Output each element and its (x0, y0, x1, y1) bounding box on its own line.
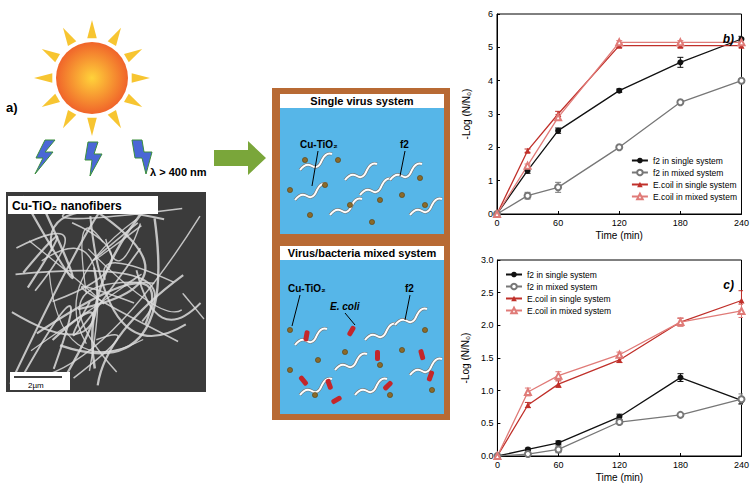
svg-text:0.0: 0.0 (481, 451, 494, 461)
svg-text:E.coil in single system: E.coil in single system (527, 294, 611, 304)
svg-text:60: 60 (553, 218, 563, 228)
svg-text:120: 120 (612, 460, 627, 470)
svg-text:3.0: 3.0 (481, 255, 494, 265)
svg-text:3: 3 (488, 109, 493, 119)
svg-text:E.coil in single system: E.coil in single system (653, 180, 737, 190)
svg-text:-Log (N/N₀): -Log (N/N₀) (461, 89, 472, 140)
svg-text:f2: f2 (400, 139, 409, 150)
svg-text:λ > 400 nm: λ > 400 nm (150, 166, 207, 178)
svg-text:E. coli: E. coli (330, 301, 360, 312)
svg-text:6: 6 (488, 9, 493, 19)
svg-text:60: 60 (553, 460, 563, 470)
svg-text:0: 0 (488, 209, 493, 219)
svg-text:c): c) (723, 278, 734, 292)
svg-text:1.5: 1.5 (481, 353, 494, 363)
svg-text:Cu-TiO₂: Cu-TiO₂ (288, 283, 326, 294)
svg-text:2.5: 2.5 (481, 288, 494, 298)
svg-text:120: 120 (612, 218, 627, 228)
svg-text:2: 2 (488, 142, 493, 152)
svg-text:f2 in single system: f2 in single system (653, 156, 723, 166)
svg-text:240: 240 (734, 460, 749, 470)
svg-text:1.0: 1.0 (481, 386, 494, 396)
svg-text:a): a) (6, 100, 18, 115)
svg-text:2µm: 2µm (28, 381, 44, 390)
svg-text:180: 180 (673, 218, 688, 228)
svg-text:b): b) (723, 32, 734, 46)
svg-text:Single virus system: Single virus system (310, 95, 414, 107)
svg-text:180: 180 (673, 460, 688, 470)
svg-text:f2 in mixed system: f2 in mixed system (527, 282, 597, 292)
svg-text:5: 5 (488, 42, 493, 52)
svg-text:Cu-TiO₂ nanofibers: Cu-TiO₂ nanofibers (12, 199, 122, 213)
svg-text:Time (min): Time (min) (596, 230, 643, 241)
svg-text:f2 in mixed system: f2 in mixed system (653, 168, 723, 178)
svg-text:f2: f2 (405, 283, 414, 294)
svg-text:240: 240 (734, 218, 749, 228)
svg-text:1: 1 (488, 176, 493, 186)
svg-text:E.coil in mixed system: E.coil in mixed system (527, 306, 611, 316)
svg-text:f2 in single system: f2 in single system (527, 270, 597, 280)
svg-text:E.coil in mixed system: E.coil in mixed system (653, 192, 737, 202)
svg-text:0: 0 (495, 460, 500, 470)
svg-text:Virus/bacteria mixed system: Virus/bacteria mixed system (288, 247, 437, 259)
svg-text:0.5: 0.5 (481, 418, 494, 428)
svg-text:0: 0 (494, 218, 499, 228)
svg-text:-Log (N/N₀): -Log (N/N₀) (460, 333, 471, 384)
svg-text:2.0: 2.0 (481, 320, 494, 330)
svg-text:Time (min): Time (min) (596, 472, 643, 483)
svg-text:Cu-TiO₂: Cu-TiO₂ (300, 139, 338, 150)
svg-text:4: 4 (488, 76, 493, 86)
